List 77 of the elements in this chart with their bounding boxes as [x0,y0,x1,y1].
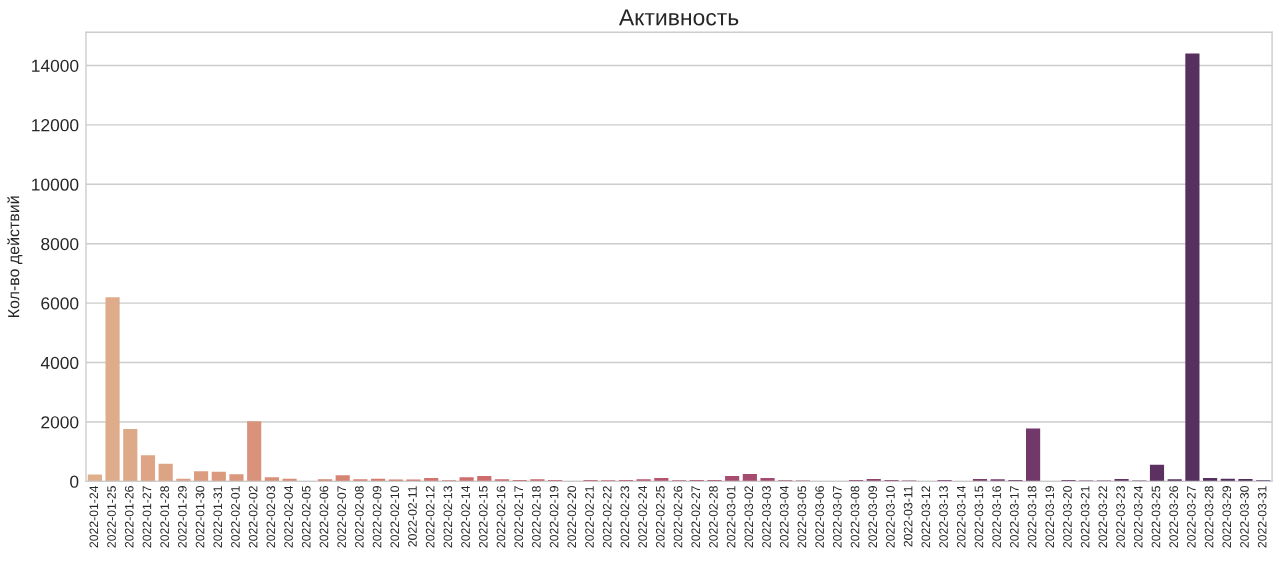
x-tick-label: 2022-03-06 [815,486,824,548]
y-tick-label: 12000 [32,119,79,132]
x-tick-label: 2022-03-10 [886,486,895,548]
x-tick-label: 2022-02-24 [638,485,647,548]
x-tick-label: 2022-02-17 [514,486,523,548]
x-tick-label: 2022-03-14 [956,485,966,548]
x-tick-label: 2022-03-11 [903,486,913,547]
x-tick-label: 2022-02-23 [620,486,630,548]
x-tick-label: 2022-01-27 [142,486,152,548]
x-tick-label: 2022-01-29 [178,486,187,548]
y-tick-label: 6000 [41,297,79,310]
x-tick-label: 2022-03-31 [1257,486,1267,548]
x-tick-label: 2022-03-16 [992,486,1001,548]
x-tick-label: 2022-03-26 [1169,486,1178,548]
x-tick-label: 2022-03-20 [1063,486,1072,548]
x-tick-label: 2022-02-06 [319,486,329,548]
x-tick-label: 2022-03-08 [850,486,860,548]
x-tick-label: 2022-02-05 [301,486,311,548]
x-tick-label: 2022-02-19 [549,486,559,548]
x-tick-label: 2022-03-23 [1116,486,1125,548]
x-tick-label: 2022-02-25 [655,486,665,548]
y-tick-label: 2000 [41,416,79,429]
x-tick-label: 2022-03-03 [762,486,771,548]
x-tick-label: 2022-02-11 [408,486,417,547]
x-tick-label: 2022-03-18 [1027,486,1037,548]
x-tick-label: 2022-03-27 [1187,486,1196,548]
x-tick-label: 2022-03-25 [1151,486,1161,548]
x-tick-label: 2022-02-13 [443,486,453,548]
x-tick-label: 2022-02-08 [355,486,364,548]
x-tick-label: 2022-03-09 [868,486,878,548]
x-tick-label: 2022-02-16 [496,486,506,548]
x-tick-label: 2022-01-26 [124,486,134,548]
chart-title: Активность [618,9,739,26]
x-tick-label: 2022-03-01 [726,486,736,548]
x-tick-label: 2022-02-09 [372,486,382,548]
x-tick-label: 2022-02-14 [461,485,470,548]
x-tick-label: 2022-02-21 [585,486,594,548]
x-tick-label: 2022-03-15 [974,486,984,548]
x-tick-label: 2022-03-07 [832,486,842,548]
x-tick-label: 2022-03-04 [779,485,789,548]
y-tick-label: 14000 [32,59,79,72]
x-tick-label: 2022-02-01 [231,486,240,548]
x-tick-label: 2022-02-10 [390,486,400,548]
x-tick-label: 2022-01-30 [195,486,205,548]
x-tick-label: 2022-03-29 [1222,486,1232,548]
y-axis-title: Кол-во действий [7,196,23,317]
x-tick-label: 2022-02-02 [248,486,258,548]
x-tick-label: 2022-02-20 [567,486,577,548]
x-tick-label: 2022-01-24 [89,485,99,548]
x-tick-label: 2022-03-22 [1098,486,1108,548]
x-tick-label: 2022-03-05 [797,486,807,548]
x-tick-label: 2022-02-12 [425,486,435,548]
x-tick-label: 2022-03-30 [1240,486,1249,548]
x-tick-label: 2022-02-15 [478,486,488,548]
y-tick-label: 4000 [40,356,79,370]
x-tick-label: 2022-02-28 [709,486,718,548]
x-tick-label: 2022-01-28 [160,486,169,548]
x-tick-label: 2022-03-28 [1204,486,1214,548]
x-tick-label: 2022-02-22 [602,486,612,548]
x-tick-label: 2022-03-24 [1133,485,1143,548]
x-tick-label: 2022-01-25 [107,486,116,548]
x-tick-label: 2022-02-27 [691,486,701,548]
x-tick-label: 2022-02-03 [266,486,276,548]
x-tick-label: 2022-02-04 [284,485,293,548]
x-tick-label: 2022-02-07 [337,486,346,548]
x-tick-label: 2022-03-17 [1010,486,1019,548]
y-tick-label: 0 [70,475,79,488]
y-tick-label: 10000 [32,178,79,191]
x-tick-label: 2022-02-26 [673,486,683,548]
x-tick-label: 2022-03-13 [939,486,948,548]
x-tick-label: 2022-03-02 [744,486,754,548]
x-tick-label: 2022-03-12 [921,486,931,548]
x-tick-label: 2022-02-18 [532,486,541,548]
x-tick-label: 2022-03-19 [1045,486,1055,548]
x-tick-label: 2022-01-31 [213,486,223,548]
x-tick-label: 2022-03-21 [1080,486,1090,548]
y-tick-label: 8000 [41,237,79,251]
